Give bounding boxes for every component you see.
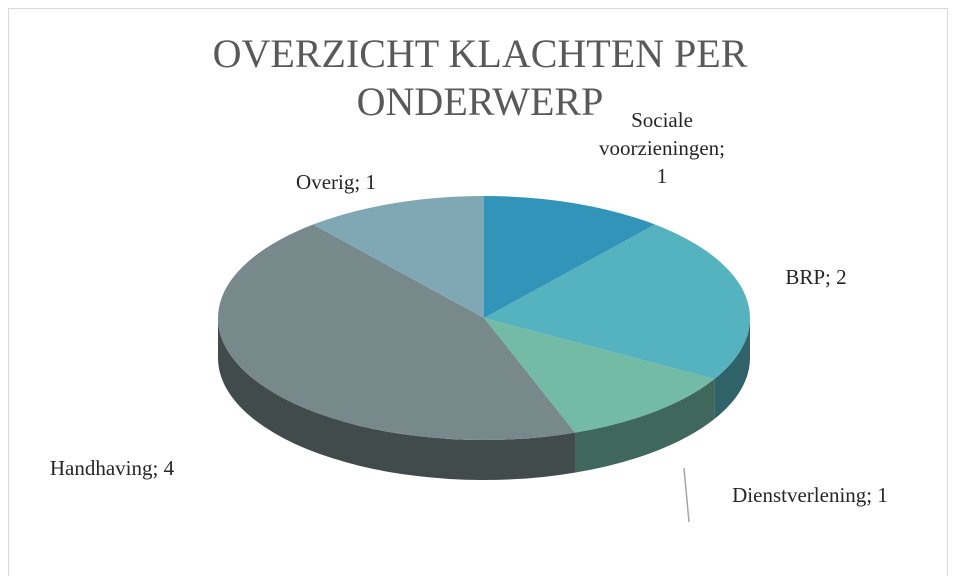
data-label: Dienstverlening; 1 <box>732 483 888 507</box>
slice: Handhaving <box>218 224 575 440</box>
slice-side <box>574 379 715 473</box>
data-label: Overig; 1 <box>296 170 376 194</box>
data-label: BRP; 2 <box>785 265 847 289</box>
chart-frame <box>8 8 948 576</box>
slice-side <box>218 318 575 480</box>
data-label: Sociale voorzieningen; 1 <box>599 108 725 188</box>
slice: Sociale voorzieningen <box>484 196 655 318</box>
chart-title: OVERZICHT KLACHTEN PER ONDERWERP <box>212 31 748 124</box>
leader-line <box>683 467 690 523</box>
slice: BRP <box>484 224 750 379</box>
slice: Overig <box>313 196 484 318</box>
data-label: Handhaving; 4 <box>49 456 175 480</box>
slice: Dienstverlening <box>484 318 715 433</box>
slice-side <box>714 318 750 419</box>
